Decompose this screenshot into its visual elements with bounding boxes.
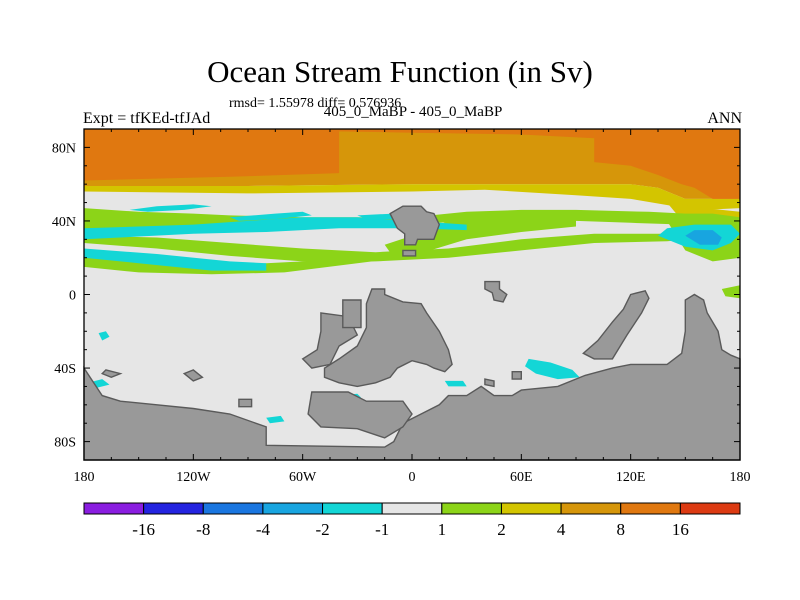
- field-cyan-north-dash: [129, 204, 212, 212]
- colorbar-swatch: [262, 502, 324, 515]
- field-north-band: [84, 184, 740, 210]
- land-far-south-island: [307, 391, 413, 439]
- x-tick-label: 120E: [616, 470, 646, 485]
- colorbar-swatch: [560, 502, 622, 515]
- colorbar-swatch: [202, 502, 264, 515]
- land-north-atlantic-island: [389, 205, 441, 246]
- field-west-arctic-orange: [84, 129, 340, 181]
- colorbar-label: 8: [616, 520, 625, 539]
- colorbar-swatch: [500, 502, 562, 515]
- field-cyan-south-1: [98, 331, 110, 341]
- colorbar-swatch: [381, 502, 443, 515]
- field-east-arctic-orange: [594, 129, 740, 199]
- colorbar-swatch: [679, 502, 741, 515]
- x-tick-label: 120W: [176, 470, 211, 485]
- x-tick-label: 0: [409, 470, 416, 485]
- field-cyan-south-4: [444, 380, 467, 387]
- colorbar-swatch: [83, 502, 145, 515]
- colorbar-label: 1: [438, 520, 447, 539]
- field-cyan-south-5: [525, 358, 580, 380]
- land-antarctica-main: [83, 293, 741, 461]
- land-indian-peninsula: [582, 289, 650, 360]
- field-blue-kuroshio-core: [685, 230, 722, 245]
- field-cyan-lower-strip: [84, 248, 267, 271]
- experiment-label: Expt = tfKEd-tfJAd: [83, 110, 211, 127]
- y-tick-label: 40N: [52, 215, 76, 230]
- colorbar-label: -16: [132, 520, 155, 539]
- field-cyan-north-dash-2: [229, 211, 312, 221]
- y-tick-label: 0: [69, 289, 76, 304]
- colorbar-label: -4: [256, 520, 271, 539]
- colorbar-swatch: [322, 502, 383, 515]
- land-small-south-island-4: [484, 378, 495, 388]
- season-label: ANN: [707, 110, 742, 127]
- colorbar-label: -1: [375, 520, 389, 539]
- field-green-lower-strip: [84, 246, 431, 275]
- colorbar: -16 -8 -4 -2 -1 1 2 4 8 16: [83, 502, 741, 539]
- field-green-atlantic-blob: [384, 211, 576, 258]
- colorbar-label: -2: [315, 520, 329, 539]
- colorbar-swatch: [620, 502, 681, 515]
- land-small-north-island: [402, 249, 417, 257]
- land-small-south-island-5: [511, 371, 522, 380]
- x-tick-label: 180: [74, 470, 95, 485]
- field-cyan-north-upper: [84, 217, 467, 240]
- x-tick-label: 60W: [289, 470, 317, 485]
- y-tick-label: 80N: [52, 141, 76, 156]
- colorbar-label: -8: [196, 520, 210, 539]
- land-small-pacific-island: [100, 369, 123, 379]
- colorbar-label: 4: [557, 520, 566, 539]
- colorbar-label: 2: [497, 520, 506, 539]
- y-tick-label: 40S: [54, 362, 76, 377]
- field-cyan-south-6: [266, 415, 285, 424]
- land-indian-ocean-island: [484, 280, 508, 303]
- land-small-square: [342, 299, 362, 329]
- x-tick-label: 60E: [510, 470, 533, 485]
- stats-label: rmsd= 1.55978 diff= 0.576936: [229, 96, 402, 111]
- axis-ticks: 180 120W 60W 0 60E 120E 180 80N 40N 0 40S 80S: [52, 128, 751, 485]
- field-green-middle-strip: [84, 230, 713, 262]
- y-tick-label: 80S: [54, 436, 76, 451]
- land-small-south-island-3: [238, 398, 253, 408]
- colorbar-swatch: [441, 502, 502, 515]
- land-mask: [83, 205, 741, 461]
- x-tick-label: 180: [730, 470, 751, 485]
- case-label: 405_0_MaBP - 405_0_MaBP: [323, 104, 503, 120]
- colorbar-swatch: [143, 502, 204, 515]
- colorbar-label: 16: [672, 520, 689, 539]
- map-title: Ocean Stream Function (in Sv): [207, 54, 593, 89]
- land-south-america-west: [323, 288, 453, 388]
- land-small-south-island-2: [182, 369, 204, 382]
